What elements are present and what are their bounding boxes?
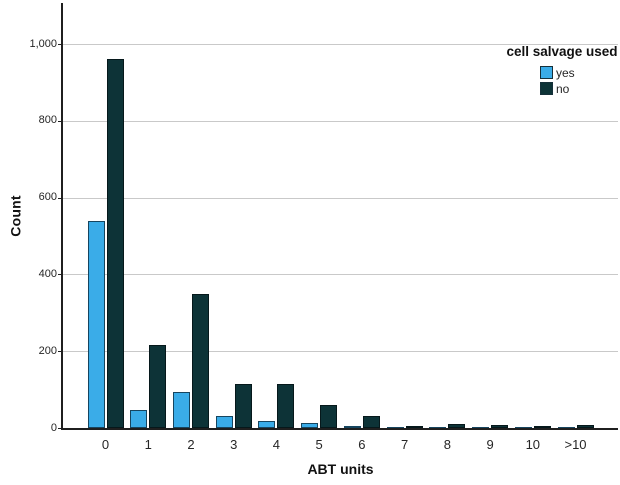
y-tick-label: 0 (50, 421, 57, 434)
x-tick-label: 1 (144, 437, 152, 452)
bar-yes-2 (172, 391, 190, 428)
legend-swatch-yes (540, 66, 553, 79)
bar-yes-3 (215, 416, 233, 428)
bar-no-6 (362, 415, 380, 428)
legend-title: cell salvage used (506, 44, 618, 59)
x-tick-label: 2 (187, 437, 195, 452)
y-tick-label: 200 (38, 344, 57, 357)
bar-yes-6 (343, 426, 361, 429)
y-gridline (63, 197, 618, 199)
x-tick-label: 5 (315, 437, 323, 452)
x-tick-label: 9 (486, 437, 494, 452)
x-tick-label: >10 (564, 437, 587, 452)
y-tick-label: 800 (38, 114, 57, 127)
y-tick-mark (58, 351, 62, 353)
bar-yes-0 (87, 220, 105, 428)
y-gridline (63, 351, 618, 353)
bar-no->10 (576, 424, 594, 428)
y-tick-mark (58, 274, 62, 276)
bar-yes-1 (130, 409, 148, 428)
bar-no-0 (106, 59, 124, 428)
x-tick-label: 8 (443, 437, 451, 452)
y-tick-mark (58, 44, 62, 45)
bar-no-3 (234, 383, 252, 428)
bar-no-7 (405, 426, 423, 429)
bar-no-4 (277, 383, 295, 428)
bar-no-10 (533, 426, 551, 429)
x-axis-line (61, 428, 618, 430)
y-tick-label: 1,000 (29, 37, 57, 50)
x-tick-label: 4 (272, 437, 281, 452)
y-tick-label: 600 (38, 191, 57, 204)
y-gridline (63, 274, 618, 276)
y-gridline (63, 120, 618, 122)
y-tick-label: 400 (38, 267, 57, 280)
legend: cell salvage used yes no (506, 44, 618, 97)
y-tick-mark (58, 197, 62, 199)
x-tick-label: 0 (101, 437, 110, 452)
legend-item-yes: yes (540, 65, 618, 80)
x-tick-label: 7 (400, 437, 409, 452)
bar-no-2 (191, 293, 209, 428)
bar-no-1 (149, 345, 167, 428)
bar-no-9 (491, 424, 509, 428)
y-gridline (63, 44, 618, 45)
bar-yes-5 (301, 423, 319, 428)
bar-no-8 (448, 424, 466, 428)
y-axis-title-container: Count (2, 0, 30, 432)
legend-label-no: no (556, 81, 570, 96)
bar-no-5 (320, 404, 338, 428)
x-tick-label: 6 (358, 437, 366, 452)
legend-swatch-no (540, 82, 553, 95)
x-axis-title: ABT units (307, 461, 374, 477)
y-tick-mark (58, 428, 62, 429)
legend-label-yes: yes (556, 65, 575, 80)
x-tick-label: 3 (230, 437, 238, 452)
y-axis-line (61, 3, 63, 430)
bar-yes-4 (258, 421, 276, 428)
y-tick-mark (58, 120, 62, 122)
legend-item-no: no (540, 81, 618, 96)
x-tick-label: 10 (525, 437, 541, 452)
